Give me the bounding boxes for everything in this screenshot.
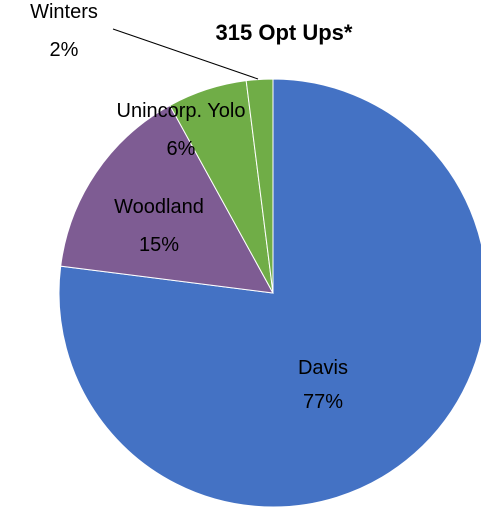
- slice-label-woodland: Woodland: [114, 196, 204, 218]
- slice-label-unincorp-yolo: Unincorp. Yolo: [117, 100, 246, 122]
- slice-percent-unincorp-yolo: 6%: [167, 138, 196, 160]
- pie-slice-winters: [245, 78, 274, 294]
- slice-percent-davis: 77%: [303, 391, 343, 413]
- pie-slice-woodland: [60, 104, 274, 294]
- labels-layer: Davis 77% Woodland 15% Unincorp. Yolo 6% Winte…: [30, 1, 348, 413]
- winters-leader-line: [112, 28, 259, 80]
- chart-title: 315 Opt Ups*: [216, 20, 353, 45]
- slice-percent-woodland: 15%: [139, 234, 179, 256]
- slices-layer: [58, 78, 481, 508]
- slice-label-winters: Winters: [30, 1, 98, 23]
- slice-label-davis: Davis: [298, 357, 348, 379]
- slice-percent-winters: 2%: [50, 39, 79, 61]
